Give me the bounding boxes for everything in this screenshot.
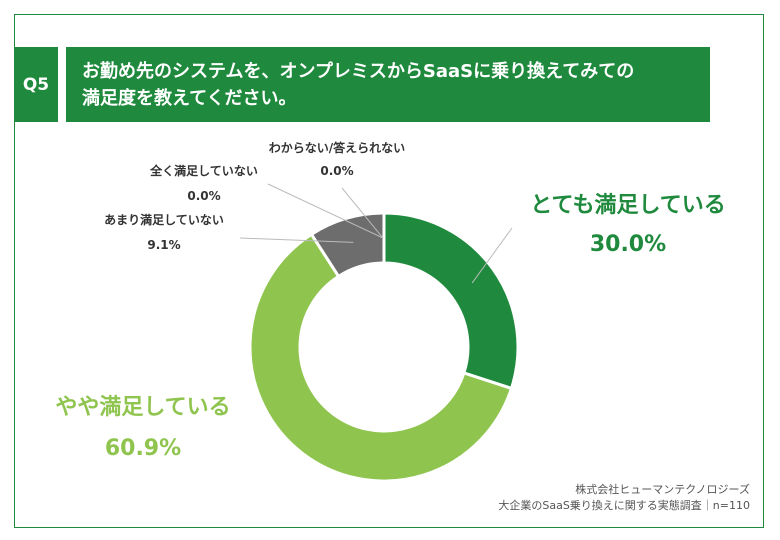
label-somewhat-satisfied: やや満足している (55, 394, 230, 420)
source-note: 株式会社ヒューマンテクノロジーズ 大企業のSaaS乗り換えに関する実態調査｜n=… (498, 482, 750, 514)
value-somewhat-satisfied: 60.9% (105, 436, 181, 461)
slices-group (248, 211, 520, 483)
label-not-very-satisfied: あまり満足していない (104, 212, 224, 227)
value-dont-know: 0.0% (320, 164, 353, 178)
source-company: 株式会社ヒューマンテクノロジーズ (575, 483, 750, 496)
donut-slice-1 (248, 232, 514, 483)
leader-not-very-satisfied (239, 237, 354, 243)
leader-not-at-all-satisfied (267, 183, 384, 239)
leader-dont-know (341, 187, 384, 239)
question-badge: Q5 (14, 47, 58, 122)
label-dont-know: わからない/答えられない (269, 140, 405, 155)
question-title-line1: お勤め先のシステムを、オンプレミスからSaaSに乗り換えてみての (82, 61, 635, 82)
leader-very-satisfied (471, 227, 513, 284)
label-not-at-all-satisfied: 全く満足していない (149, 163, 258, 178)
source-survey: 大企業のSaaS乗り換えに関する実態調査｜n=110 (498, 499, 750, 512)
question-title-line2: 満足度を教えてください。 (82, 88, 297, 109)
value-not-very-satisfied: 9.1% (147, 238, 180, 252)
value-very-satisfied: 30.0% (590, 232, 666, 257)
question-title: お勤め先のシステムを、オンプレミスからSaaSに乗り換えてみての 満足度を教えて… (66, 47, 710, 122)
leader-lines (239, 183, 513, 284)
value-not-at-all-satisfied: 0.0% (187, 189, 220, 203)
label-very-satisfied: とても満足している (530, 192, 726, 218)
donut-slice-0 (382, 211, 520, 391)
donut-slice-2 (309, 211, 386, 279)
